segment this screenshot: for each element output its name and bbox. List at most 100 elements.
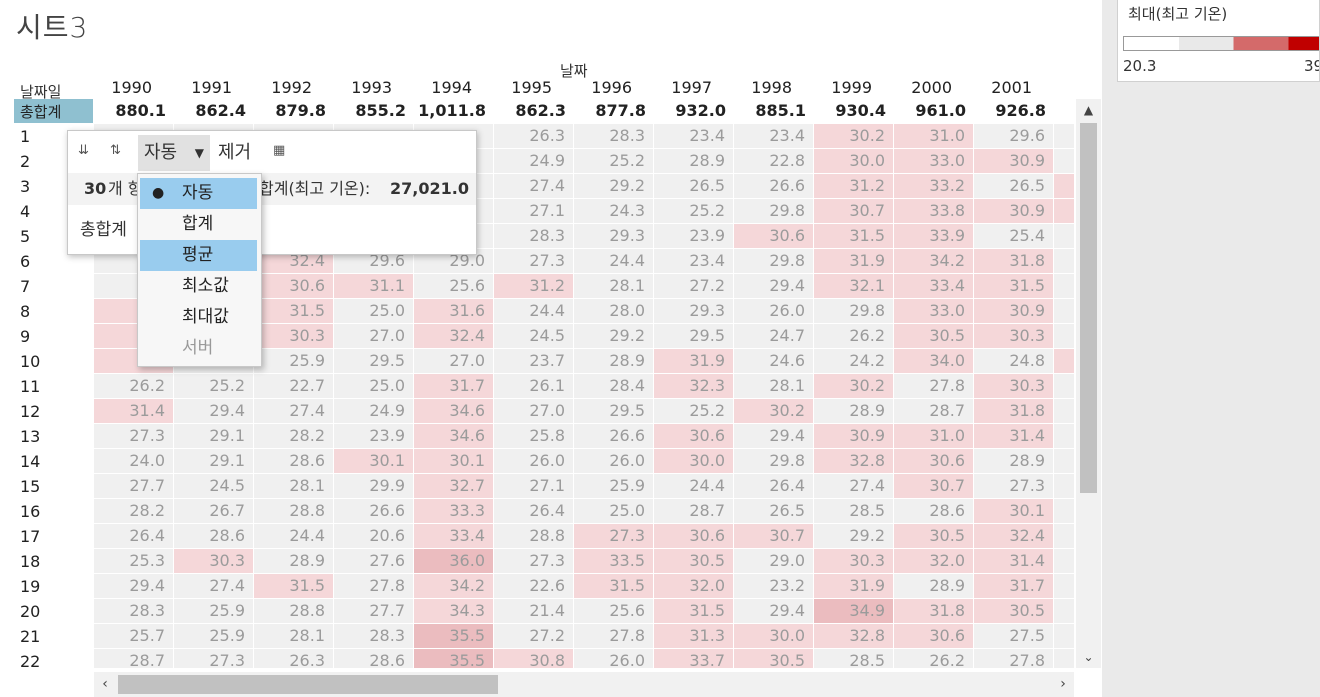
table-cell[interactable]: 28.8 xyxy=(254,499,333,523)
table-cell[interactable]: 28.3 xyxy=(334,624,413,648)
table-cell[interactable]: 27.4 xyxy=(814,474,893,498)
table-cell[interactable]: 24.8 xyxy=(974,349,1053,373)
table-cell[interactable]: 27.7 xyxy=(334,599,413,623)
day-row-header[interactable]: 12 xyxy=(20,402,41,421)
table-cell[interactable]: 30.8 xyxy=(494,649,573,668)
table-cell[interactable]: 31.5 xyxy=(974,274,1053,298)
table-cell[interactable]: 27.8 xyxy=(974,649,1053,668)
table-cell[interactable]: 25.2 xyxy=(654,399,733,423)
table-cell[interactable]: 26.0 xyxy=(574,449,653,473)
table-cell[interactable]: 30.6 xyxy=(894,624,973,648)
table-cell[interactable]: 31.4 xyxy=(974,549,1053,573)
table-cell[interactable] xyxy=(1054,424,1074,448)
table-cell[interactable]: 28.4 xyxy=(574,374,653,398)
table-cell[interactable]: 30.7 xyxy=(814,199,893,223)
day-row-header[interactable]: 3 xyxy=(20,177,31,196)
table-cell[interactable]: 31.5 xyxy=(254,299,333,323)
table-cell[interactable]: 28.5 xyxy=(814,499,893,523)
table-cell[interactable]: 32.0 xyxy=(654,574,733,598)
table-cell[interactable]: 30.5 xyxy=(974,599,1053,623)
table-cell[interactable]: 25.6 xyxy=(574,599,653,623)
table-cell[interactable]: 32.7 xyxy=(414,474,493,498)
table-cell[interactable]: 31.0 xyxy=(894,424,973,448)
table-cell[interactable]: 32.4 xyxy=(974,524,1053,548)
aggregation-dropdown-button[interactable]: 자동 ▼ xyxy=(138,135,210,171)
table-cell[interactable]: 31.8 xyxy=(974,249,1053,273)
table-cell[interactable]: 26.4 xyxy=(494,499,573,523)
table-cell[interactable]: 29.0 xyxy=(734,549,813,573)
grand-total-cell[interactable]: 961.0 xyxy=(915,101,966,120)
table-cell[interactable]: 35.5 xyxy=(414,649,493,668)
table-cell[interactable]: 29.5 xyxy=(654,324,733,348)
table-cell[interactable]: 34.0 xyxy=(894,349,973,373)
year-header[interactable]: 1996 xyxy=(591,78,632,97)
table-cell[interactable]: 30.1 xyxy=(414,449,493,473)
table-cell[interactable]: 30.6 xyxy=(254,274,333,298)
day-row-header[interactable]: 17 xyxy=(20,527,41,546)
aggregation-menu-item[interactable]: 합계 xyxy=(140,209,257,240)
table-cell[interactable]: 31.9 xyxy=(814,249,893,273)
table-cell[interactable]: 27.4 xyxy=(254,399,333,423)
table-cell[interactable] xyxy=(1054,649,1074,668)
color-legend[interactable]: 최대(최고 기온) 20.3 39 xyxy=(1117,0,1320,82)
table-cell[interactable]: 26.2 xyxy=(94,374,173,398)
table-cell[interactable]: 27.2 xyxy=(494,624,573,648)
table-cell[interactable]: 29.3 xyxy=(574,224,653,248)
table-cell[interactable]: 28.9 xyxy=(974,449,1053,473)
table-cell[interactable]: 31.2 xyxy=(494,274,573,298)
grand-total-cell[interactable]: 1,011.8 xyxy=(418,101,486,120)
table-cell[interactable]: 26.2 xyxy=(894,649,973,668)
table-cell[interactable]: 31.3 xyxy=(654,624,733,648)
table-cell[interactable]: 28.2 xyxy=(254,424,333,448)
table-cell[interactable]: 26.0 xyxy=(494,449,573,473)
day-row-header[interactable]: 16 xyxy=(20,502,41,521)
table-cell[interactable]: 28.9 xyxy=(654,149,733,173)
horizontal-scrollbar[interactable]: ‹ › xyxy=(94,672,1074,697)
table-cell[interactable]: 31.7 xyxy=(414,374,493,398)
table-cell[interactable]: 31.8 xyxy=(974,399,1053,423)
table-cell[interactable]: 35.5 xyxy=(414,624,493,648)
table-cell[interactable]: 27.5 xyxy=(974,624,1053,648)
table-cell[interactable]: 27.8 xyxy=(334,574,413,598)
table-cell[interactable]: 32.3 xyxy=(654,374,733,398)
table-cell[interactable]: 28.1 xyxy=(254,474,333,498)
table-cell[interactable]: 34.6 xyxy=(414,424,493,448)
table-cell[interactable]: 22.6 xyxy=(494,574,573,598)
table-cell[interactable] xyxy=(1054,274,1074,298)
table-cell[interactable]: 24.4 xyxy=(494,299,573,323)
table-cell[interactable]: 28.1 xyxy=(734,374,813,398)
table-cell[interactable]: 28.2 xyxy=(94,499,173,523)
table-cell[interactable]: 26.5 xyxy=(734,499,813,523)
table-cell[interactable]: 27.4 xyxy=(174,574,253,598)
scroll-up-arrow-icon[interactable]: ▲ xyxy=(1083,103,1094,117)
table-cell[interactable] xyxy=(1054,624,1074,648)
table-cell[interactable]: 28.6 xyxy=(894,499,973,523)
table-cell[interactable]: 30.3 xyxy=(254,324,333,348)
table-cell[interactable]: 33.3 xyxy=(414,499,493,523)
table-cell[interactable] xyxy=(1054,224,1074,248)
table-cell[interactable]: 26.5 xyxy=(974,174,1053,198)
table-cell[interactable] xyxy=(1054,599,1074,623)
vertical-scroll-thumb[interactable] xyxy=(1080,123,1097,493)
table-cell[interactable]: 34.2 xyxy=(894,249,973,273)
grand-total-cell[interactable]: 932.0 xyxy=(675,101,726,120)
year-header[interactable]: 20 xyxy=(1054,78,1074,97)
year-header[interactable]: 1993 xyxy=(351,78,392,97)
table-cell[interactable] xyxy=(1054,449,1074,473)
table-cell[interactable]: 34.6 xyxy=(414,399,493,423)
table-cell[interactable]: 28.9 xyxy=(894,574,973,598)
table-cell[interactable]: 26.3 xyxy=(254,649,333,668)
table-cell[interactable]: 27.6 xyxy=(334,549,413,573)
table-cell[interactable]: 31.5 xyxy=(574,574,653,598)
table-cell[interactable]: 30.2 xyxy=(814,124,893,148)
table-cell[interactable]: 30.3 xyxy=(174,549,253,573)
table-cell[interactable]: 25.9 xyxy=(574,474,653,498)
table-cell[interactable]: 28.9 xyxy=(254,549,333,573)
table-cell[interactable]: 26.7 xyxy=(174,499,253,523)
day-row-header[interactable]: 2 xyxy=(20,152,31,171)
table-cell[interactable]: 27.4 xyxy=(494,174,573,198)
table-cell[interactable]: 29.4 xyxy=(734,274,813,298)
table-cell[interactable]: 30.9 xyxy=(814,424,893,448)
table-cell[interactable] xyxy=(1054,124,1074,148)
day-row-header[interactable]: 4 xyxy=(20,202,31,221)
